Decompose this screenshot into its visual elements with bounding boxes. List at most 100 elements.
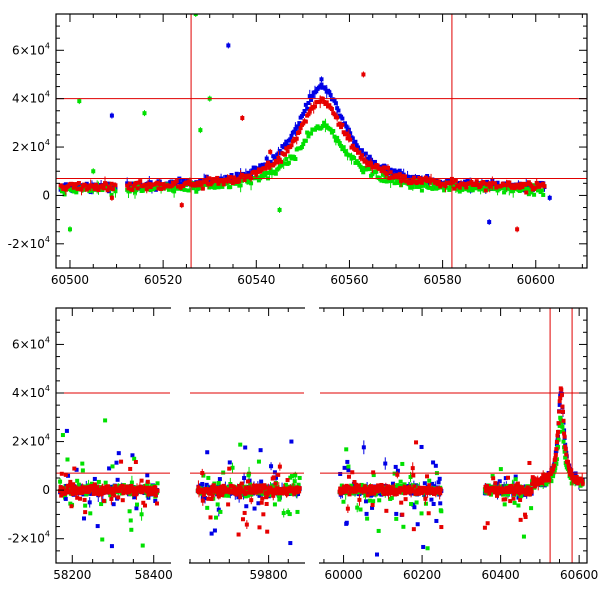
point-red: [59, 471, 64, 476]
point-red: [417, 485, 422, 490]
point-blue: [332, 98, 337, 103]
point-red: [169, 183, 174, 188]
point-red: [384, 172, 389, 177]
point-red: [388, 487, 393, 492]
point-green: [212, 185, 217, 190]
point-green: [511, 188, 516, 193]
point-green: [58, 479, 63, 484]
point-green: [419, 511, 424, 516]
point-green: [516, 503, 521, 508]
point-green: [243, 494, 248, 499]
point-red: [380, 483, 385, 488]
point-red: [211, 483, 216, 488]
point-green: [556, 444, 561, 449]
point-red: [301, 121, 306, 126]
point-blue: [302, 109, 307, 114]
point-red: [220, 178, 225, 183]
point-red: [518, 517, 523, 522]
point-red: [226, 502, 231, 507]
point-red: [267, 165, 272, 170]
point-red: [478, 183, 483, 188]
point-red: [174, 179, 179, 184]
point-blue: [273, 155, 278, 160]
point-green: [481, 185, 486, 190]
point-green: [286, 510, 291, 515]
point-blue: [297, 121, 302, 126]
point-red: [261, 512, 266, 517]
point-red: [298, 126, 303, 131]
point-green: [554, 461, 559, 466]
point-red: [221, 483, 226, 488]
point-red: [196, 485, 201, 490]
point-green: [295, 509, 300, 514]
point-blue: [95, 524, 100, 529]
point-green: [408, 475, 413, 480]
point-red: [556, 421, 561, 426]
point-blue: [181, 178, 186, 183]
point-blue: [393, 464, 398, 469]
point-red: [401, 178, 406, 183]
point-red: [145, 479, 150, 484]
point-green: [560, 429, 565, 434]
point-red: [324, 100, 329, 105]
point-blue: [66, 473, 71, 478]
point-red: [341, 130, 346, 135]
point-red: [250, 490, 255, 495]
point-red: [411, 527, 416, 532]
point-red: [263, 485, 268, 490]
point-green: [322, 120, 327, 125]
axis-break: [171, 306, 189, 310]
point-red: [422, 489, 427, 494]
point-red: [235, 486, 240, 491]
point-red: [423, 496, 428, 501]
point-blue: [134, 506, 139, 511]
point-red: [395, 173, 400, 178]
point-blue: [335, 106, 340, 111]
point-red: [205, 489, 210, 494]
point-green: [382, 179, 387, 184]
point-red: [257, 525, 262, 530]
point-red: [306, 112, 311, 117]
point-green: [359, 167, 364, 172]
point-blue: [314, 89, 319, 94]
point-red: [155, 488, 160, 493]
point-red: [264, 495, 269, 500]
point-red: [493, 481, 498, 486]
point-red: [274, 490, 279, 495]
point-red: [486, 182, 491, 187]
point-red: [101, 498, 106, 503]
point-green: [367, 498, 372, 503]
point-red: [517, 491, 522, 496]
point-blue: [353, 139, 358, 144]
point-red: [512, 491, 517, 496]
point-red: [127, 181, 132, 186]
point-red: [216, 494, 221, 499]
point-blue: [281, 145, 286, 150]
point-green: [556, 437, 561, 442]
point-red: [206, 181, 211, 186]
bottom-data-points: [58, 386, 585, 557]
point-red: [226, 179, 231, 184]
point-blue: [292, 129, 297, 134]
point-red: [92, 482, 97, 487]
top-axes-frame: [55, 13, 588, 269]
point-red: [425, 474, 430, 479]
point-red: [406, 490, 411, 495]
point-red: [228, 175, 233, 180]
point-red: [529, 487, 534, 492]
point-green: [440, 185, 445, 190]
point-blue: [370, 505, 375, 510]
point-red: [456, 183, 461, 188]
point-red: [510, 486, 515, 491]
point-red: [266, 160, 271, 165]
top-x-tick-label: 60520: [144, 273, 182, 287]
point-green: [303, 138, 308, 143]
point-red: [464, 185, 469, 190]
point-red: [251, 483, 256, 488]
point-green: [519, 493, 524, 498]
point-red: [63, 187, 68, 192]
point-blue: [333, 101, 338, 106]
point-red: [273, 481, 278, 486]
point-red: [426, 177, 431, 182]
point-red: [513, 185, 518, 190]
